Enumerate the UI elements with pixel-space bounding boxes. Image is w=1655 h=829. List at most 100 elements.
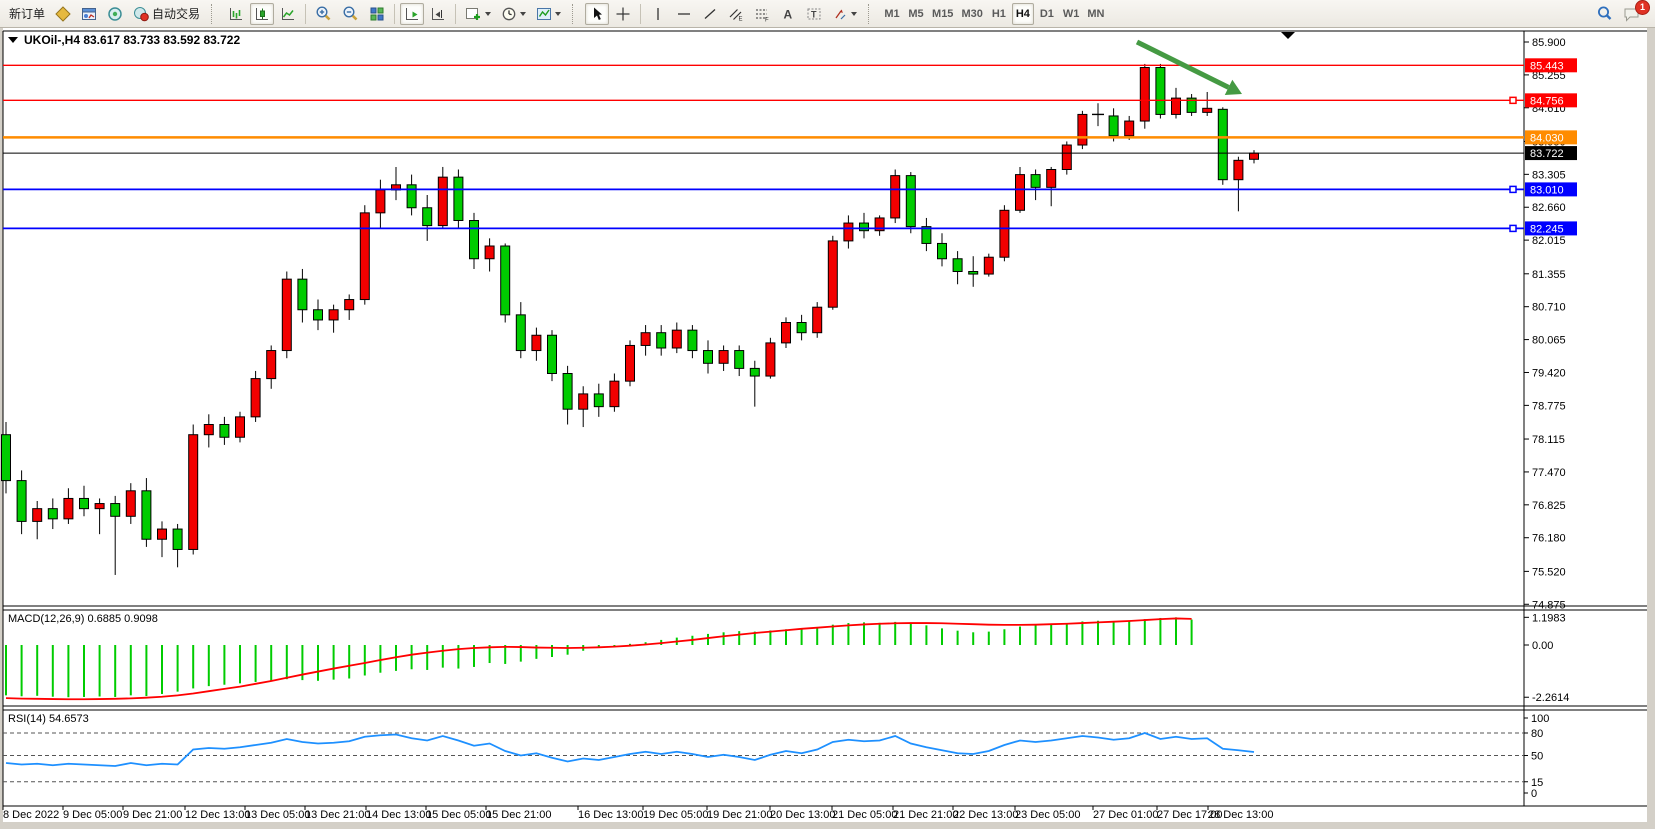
svg-text:-2.2614: -2.2614 xyxy=(1532,692,1569,704)
time-axis: 8 Dec 2022 9 Dec 05:00 9 Dec 21:00 12 Dec 1… xyxy=(2,806,1273,821)
svg-text:77.470: 77.470 xyxy=(1532,467,1566,479)
bar-chart-mode-button[interactable] xyxy=(224,3,248,25)
horizontal-line-tool-button[interactable] xyxy=(672,3,696,25)
price-badge xyxy=(1525,93,1577,108)
svg-text:20 Dec 13:00: 20 Dec 13:00 xyxy=(770,809,835,821)
dropdown-caret xyxy=(520,11,527,16)
dropdown-caret xyxy=(851,11,858,16)
channel-tool-button[interactable]: E xyxy=(724,3,748,25)
notifications-chat-icon[interactable]: 1 xyxy=(1619,0,1650,25)
svg-text:27 Dec 01:00: 27 Dec 01:00 xyxy=(1093,809,1158,821)
candlestick-mode-button[interactable] xyxy=(250,2,275,25)
svg-text:A: A xyxy=(784,7,793,21)
svg-text:85.443: 85.443 xyxy=(1530,60,1564,72)
price-badge xyxy=(1525,146,1577,161)
svg-text:13 Dec 05:00: 13 Dec 05:00 xyxy=(245,809,310,821)
chart-shift-button[interactable] xyxy=(426,3,450,25)
svg-text:15 Dec 21:00: 15 Dec 21:00 xyxy=(486,809,551,821)
svg-text:14 Dec 13:00: 14 Dec 13:00 xyxy=(366,809,431,821)
data-window-icon[interactable] xyxy=(77,3,101,25)
signals-icon[interactable] xyxy=(103,3,127,25)
svg-text:75.520: 75.520 xyxy=(1532,566,1566,578)
svg-text:80.065: 80.065 xyxy=(1532,335,1566,347)
svg-text:23 Dec 05:00: 23 Dec 05:00 xyxy=(1015,809,1080,821)
svg-text:21 Dec 05:00: 21 Dec 05:00 xyxy=(832,809,897,821)
svg-text:78.775: 78.775 xyxy=(1532,400,1566,412)
chart-area: 85.90085.25584.61083.95083.30582.66082.0… xyxy=(0,28,1655,829)
new-chart-button[interactable] xyxy=(461,3,495,25)
fibonacci-tool-button[interactable]: F xyxy=(750,3,774,25)
svg-text:22 Dec 13:00: 22 Dec 13:00 xyxy=(953,809,1018,821)
toolbar-separator xyxy=(305,3,307,24)
new-order-button[interactable]: 新订单 xyxy=(5,3,49,25)
svg-text:9 Dec 21:00: 9 Dec 21:00 xyxy=(123,809,182,821)
price-lines: 85.443 84.756 84.030 83.722 83.010 82.245 xyxy=(3,58,1577,236)
crosshair-tool-button[interactable] xyxy=(611,3,635,25)
text-label-tool-button[interactable]: T xyxy=(802,3,826,25)
timeframe-m1-button[interactable]: M1 xyxy=(884,7,900,20)
chart-canvas[interactable]: 85.90085.25584.61083.95083.30582.66082.0… xyxy=(0,28,1655,829)
timeframe-h4-button[interactable]: H4 xyxy=(1011,2,1034,25)
svg-text:0.00: 0.00 xyxy=(1532,640,1553,652)
svg-text:9 Dec 05:00: 9 Dec 05:00 xyxy=(63,809,122,821)
timeframe-m5-button[interactable]: M5 xyxy=(908,7,924,20)
toolbar-grip xyxy=(211,3,219,24)
svg-text:15: 15 xyxy=(1531,777,1543,789)
zoom-out-button[interactable] xyxy=(338,3,363,25)
price-badge xyxy=(1525,58,1577,73)
text-tool-button[interactable]: A xyxy=(776,3,800,25)
timeframe-m15-button[interactable]: M15 xyxy=(932,7,954,20)
svg-text:85.255: 85.255 xyxy=(1532,70,1566,82)
zoom-in-button[interactable] xyxy=(311,3,336,25)
tile-windows-button[interactable] xyxy=(365,3,389,25)
svg-text:UKOil-,H4 83.617 83.733 83.59: UKOil-,H4 83.617 83.733 83.592 83.722 xyxy=(24,33,240,47)
rsi-panel: RSI(14) 54.6573 100 80 50 150 xyxy=(3,713,1549,800)
dropdown-caret xyxy=(555,11,562,16)
search-icon[interactable] xyxy=(1592,3,1617,25)
timeframe-m30-button[interactable]: M30 xyxy=(961,7,983,20)
svg-text:76.180: 76.180 xyxy=(1532,533,1566,545)
timeframe-w1-button[interactable]: W1 xyxy=(1062,7,1080,20)
toolbar-grip xyxy=(868,3,876,24)
candlesticks xyxy=(1,63,1259,575)
svg-text:1.1983: 1.1983 xyxy=(1532,612,1566,624)
vertical-line-tool-button[interactable] xyxy=(646,3,670,25)
macd-label: MACD(12,26,9) 0.6885 0.9098 xyxy=(8,613,158,625)
cursor-tool-button[interactable] xyxy=(585,2,610,25)
svg-text:83.010: 83.010 xyxy=(1530,184,1564,196)
svg-text:74.875: 74.875 xyxy=(1532,599,1566,611)
svg-text:84.030: 84.030 xyxy=(1530,132,1564,144)
sell-arrow-annotation[interactable] xyxy=(1135,39,1230,90)
dropdown-caret xyxy=(485,11,492,16)
svg-text:21 Dec 21:00: 21 Dec 21:00 xyxy=(893,809,958,821)
rsi-line xyxy=(5,732,1255,767)
trendline-tool-button[interactable] xyxy=(698,3,722,25)
toolbar-separator xyxy=(394,3,396,24)
svg-text:80: 80 xyxy=(1531,728,1543,740)
timeframe-h1-button[interactable]: H1 xyxy=(991,7,1006,20)
svg-text:82.015: 82.015 xyxy=(1532,235,1566,247)
svg-text:79.420: 79.420 xyxy=(1532,367,1566,379)
svg-text:8 Dec 2022: 8 Dec 2022 xyxy=(3,809,59,821)
market-watch-icon[interactable] xyxy=(51,3,75,25)
collapse-triangle-icon xyxy=(8,37,18,43)
timeframe-mn-button[interactable]: MN xyxy=(1087,7,1105,20)
period-clock-button[interactable] xyxy=(497,3,530,25)
svg-text:16 Dec 13:00: 16 Dec 13:00 xyxy=(578,809,643,821)
line-chart-mode-button[interactable] xyxy=(276,3,300,25)
svg-text:0: 0 xyxy=(1531,788,1537,800)
auto-trading-button[interactable]: 自动交易 xyxy=(129,3,204,25)
template-button[interactable] xyxy=(532,3,565,25)
arrows-tool-button[interactable] xyxy=(828,3,861,25)
chart-title: UKOil-,H4 83.617 83.733 83.592 83.722 xyxy=(8,33,240,47)
svg-text:83.305: 83.305 xyxy=(1532,169,1566,181)
svg-text:19 Dec 05:00: 19 Dec 05:00 xyxy=(643,809,708,821)
svg-text:15 Dec 05:00: 15 Dec 05:00 xyxy=(426,809,491,821)
toolbar-separator xyxy=(455,3,457,24)
svg-text:19 Dec 21:00: 19 Dec 21:00 xyxy=(707,809,772,821)
svg-text:80.710: 80.710 xyxy=(1532,302,1566,314)
annotations xyxy=(1135,32,1295,95)
macd-signal-line xyxy=(5,617,1192,701)
timeframe-d1-button[interactable]: D1 xyxy=(1039,7,1054,20)
auto-scroll-button[interactable] xyxy=(400,2,425,25)
